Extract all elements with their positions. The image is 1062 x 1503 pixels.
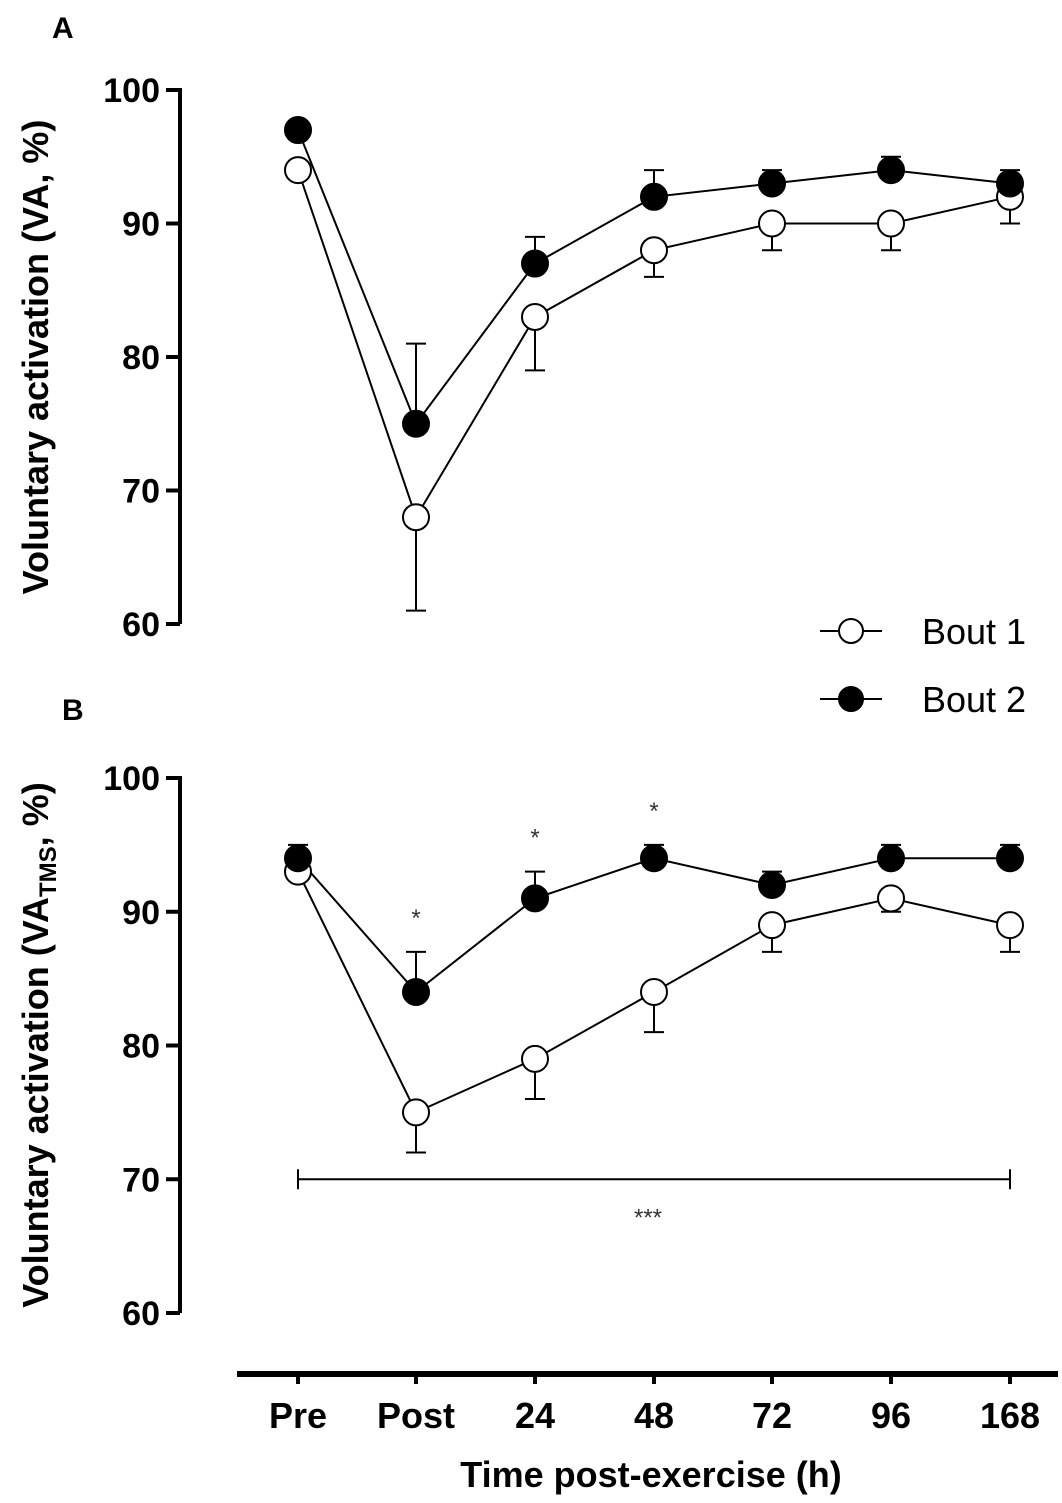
significance-star: *: [649, 798, 658, 825]
legend-marker-bout-1: [838, 618, 864, 644]
data-point-bout-2: [521, 884, 549, 913]
significance-label: ***: [634, 1204, 662, 1231]
data-point-bout-2: [402, 978, 430, 1006]
significance-star: *: [530, 825, 539, 852]
data-point-bout-1: [996, 911, 1024, 940]
panel-b-y-ticks: 60 70 80 90 100: [103, 760, 180, 1333]
data-point-bout-1: [521, 1044, 549, 1073]
legend-label-bout-2: Bout 2: [922, 679, 1026, 720]
significance-star: *: [411, 905, 420, 932]
x-tick-label: 96: [871, 1395, 911, 1436]
data-point-bout-2: [877, 844, 905, 873]
x-ticks: Pre Post 24 48 72 96 168: [269, 1374, 1040, 1436]
data-point-bout-1: [521, 302, 549, 331]
data-point-bout-1: [284, 156, 312, 185]
panel-b-y-axis-title-main: Voluntary activation (VA: [15, 897, 56, 1308]
data-point-bout-1: [877, 884, 905, 913]
y-tick-label: 100: [103, 72, 160, 110]
data-point-bout-2: [284, 844, 312, 873]
x-tick-label: 168: [980, 1395, 1040, 1436]
x-tick-label: 24: [515, 1395, 555, 1436]
series-line-bout-2: [297, 857, 1010, 994]
x-tick-label: 72: [752, 1395, 792, 1436]
data-point-bout-2: [758, 169, 786, 198]
panel-a-label: A: [52, 12, 74, 45]
data-point-bout-1: [402, 1098, 430, 1127]
data-point-bout-2: [402, 409, 430, 438]
data-point-bout-1: [877, 209, 905, 238]
panel-a: A Voluntary activation (VA, %) 60 70 80 90 1…: [15, 12, 1024, 644]
legend-label-bout-1: Bout 1: [922, 611, 1026, 652]
data-point-bout-2: [877, 156, 905, 185]
data-point-bout-2: [996, 169, 1024, 198]
x-tick-label: Post: [377, 1395, 455, 1436]
y-tick-label: 90: [122, 206, 160, 244]
y-tick-label: 60: [122, 1295, 160, 1333]
y-tick-label: 60: [122, 606, 160, 644]
data-point-bout-2: [758, 871, 786, 899]
panel-b-label: B: [62, 694, 84, 727]
x-axis: Pre Post 24 48 72 96 168 Time post-exercise (h…: [237, 1371, 1058, 1495]
data-point-bout-1: [640, 236, 668, 265]
panel-a-plot: [284, 116, 1024, 612]
y-tick-label: 80: [122, 1028, 160, 1066]
panel-b: B Voluntary activation (VATMS, %) 60 70 80…: [15, 694, 1024, 1333]
data-point-bout-1: [758, 209, 786, 238]
data-point-bout-2: [640, 182, 668, 211]
panel-b-y-axis-title-sub: TMS: [35, 846, 62, 897]
panel-b-y-axis-title: Voluntary activation (VATMS, %): [15, 782, 62, 1307]
panel-b-y-axis-title-end: , %): [15, 782, 56, 846]
data-point-bout-2: [521, 249, 549, 278]
data-point-bout-1: [402, 503, 430, 532]
y-tick-label: 70: [122, 473, 160, 511]
panel-b-annotations: ******: [297, 798, 1011, 1231]
y-tick-label: 70: [122, 1161, 160, 1199]
legend-marker-bout-2: [838, 686, 864, 712]
panel-a-y-axis-title: Voluntary activation (VA, %): [15, 120, 56, 595]
y-tick-label: 80: [122, 339, 160, 377]
y-tick-label: 90: [122, 894, 160, 932]
data-point-bout-1: [758, 911, 786, 940]
legend: Bout 1 Bout 2: [820, 611, 1026, 720]
x-tick-label: 48: [634, 1395, 674, 1436]
panel-b-plot: [284, 843, 1024, 1154]
y-tick-label: 100: [103, 760, 160, 798]
x-axis-title: Time post-exercise (h): [460, 1454, 841, 1495]
x-tick-label: Pre: [269, 1395, 327, 1436]
data-point-bout-2: [640, 844, 668, 873]
data-point-bout-2: [996, 844, 1024, 873]
data-point-bout-1: [640, 978, 668, 1006]
panel-a-y-ticks: 60 70 80 90 100: [103, 72, 180, 644]
data-point-bout-2: [284, 116, 312, 145]
